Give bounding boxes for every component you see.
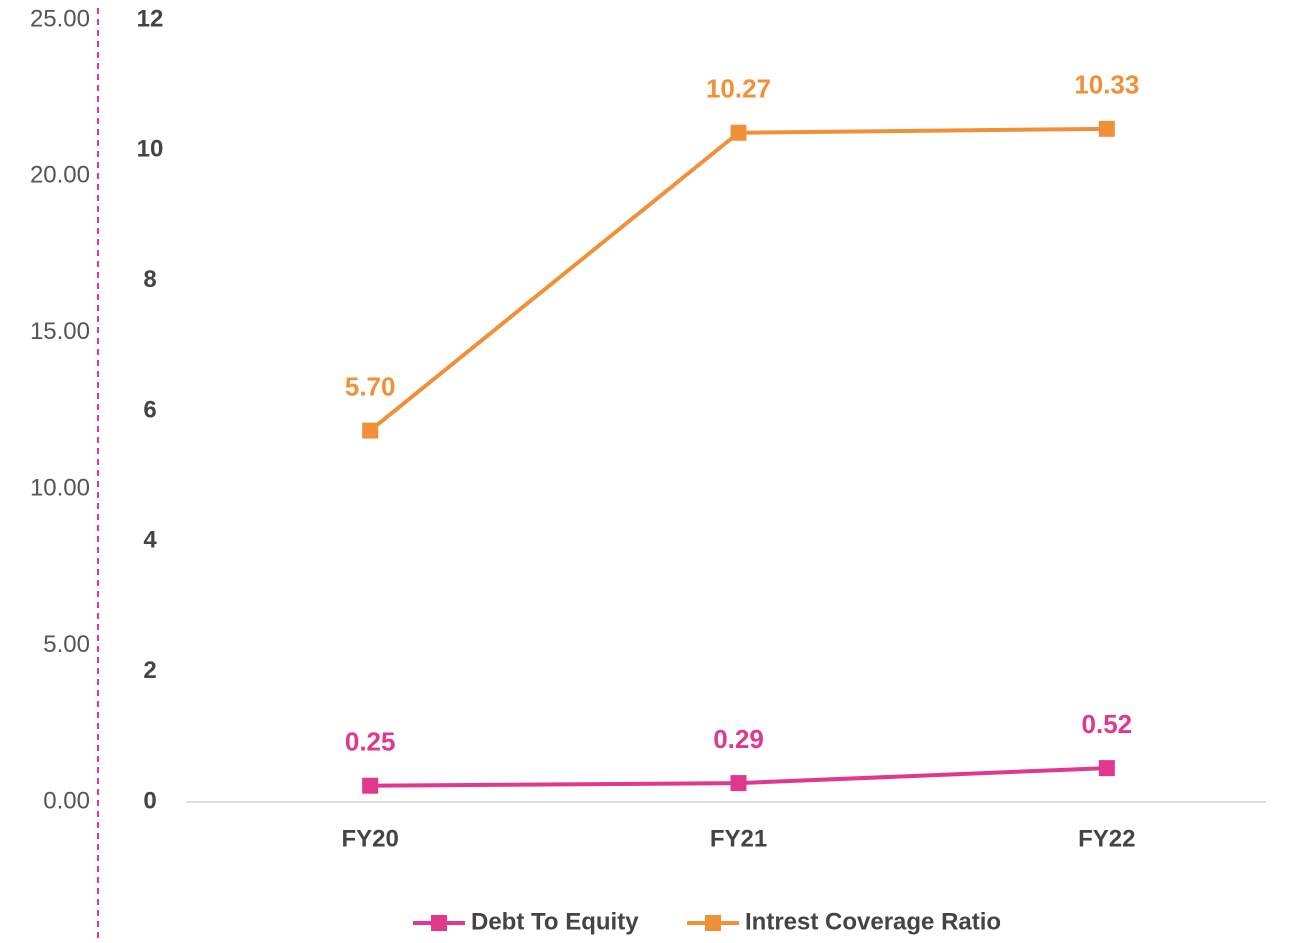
- y2-tick-label: 15.00: [30, 318, 90, 345]
- legend-marker: [705, 915, 721, 931]
- data-label: 0.52: [1082, 709, 1133, 739]
- data-label: 0.29: [713, 724, 764, 754]
- data-label: 0.25: [345, 727, 396, 757]
- y-tick-label: 0: [143, 787, 156, 814]
- y2-tick-label: 20.00: [30, 162, 90, 189]
- y2-tick-label: 10.00: [30, 475, 90, 502]
- x-tick-label: FY21: [710, 825, 767, 852]
- x-tick-label: FY22: [1078, 825, 1135, 852]
- y-tick-label: 8: [143, 266, 156, 293]
- y-tick-label: 6: [143, 396, 156, 423]
- marker: [362, 422, 379, 439]
- legend-label: Intrest Coverage Ratio: [745, 908, 1001, 935]
- data-label: 5.70: [345, 371, 396, 401]
- legend-label: Debt To Equity: [471, 908, 639, 935]
- marker: [1098, 760, 1115, 777]
- y-tick-label: 2: [143, 657, 156, 684]
- y-tick-label: 10: [137, 136, 164, 163]
- y-tick-label: 12: [137, 5, 164, 32]
- legend-marker: [431, 915, 447, 931]
- marker: [1098, 120, 1115, 137]
- marker: [362, 777, 379, 794]
- marker: [730, 775, 747, 792]
- y2-tick-label: 5.00: [43, 631, 90, 658]
- x-tick-label: FY20: [341, 825, 398, 852]
- data-label: 10.33: [1074, 70, 1139, 100]
- marker: [730, 124, 747, 141]
- y2-tick-label: 25.00: [30, 5, 90, 32]
- y2-tick-label: 0.00: [43, 787, 90, 814]
- series-line: [368, 126, 1107, 433]
- data-label: 10.27: [706, 74, 771, 104]
- y-tick-label: 4: [143, 527, 157, 554]
